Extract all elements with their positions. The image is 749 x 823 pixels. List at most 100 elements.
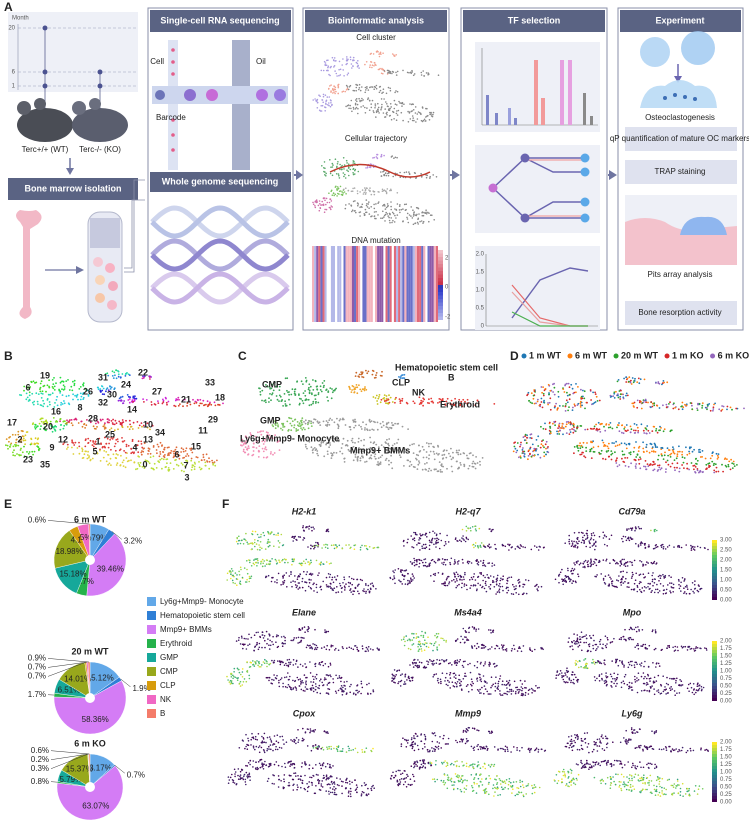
cell-dot xyxy=(319,207,321,209)
cell-dot xyxy=(329,202,331,204)
cell-dot xyxy=(657,469,659,471)
cell-dot xyxy=(570,384,572,386)
cell-dot xyxy=(643,451,645,453)
cell-dot xyxy=(353,545,355,547)
cell-dot xyxy=(246,560,248,562)
cell-dot xyxy=(329,159,331,161)
cell-dot xyxy=(464,583,466,585)
cell-dot xyxy=(343,176,345,178)
cell-dot xyxy=(413,224,415,226)
cell-dot xyxy=(332,166,334,168)
cell-dot xyxy=(702,471,704,473)
cell-dot xyxy=(368,371,370,373)
cell-dot xyxy=(456,452,458,454)
heat-stripe xyxy=(381,246,383,322)
cell-dot xyxy=(646,444,648,446)
cell-dot xyxy=(728,461,730,463)
cell-dot xyxy=(522,447,524,449)
heat-stripe xyxy=(350,246,352,322)
cell-dot xyxy=(360,549,362,551)
cell-dot xyxy=(251,565,253,567)
cell-dot xyxy=(705,464,707,466)
cell-dot xyxy=(323,96,325,98)
cell-dot xyxy=(726,458,728,460)
heat-stripe xyxy=(415,246,417,322)
cell-dot xyxy=(129,424,131,426)
cell-dot xyxy=(321,391,323,393)
cell-dot xyxy=(736,464,738,466)
cell-dot xyxy=(643,466,645,468)
cell-dot xyxy=(657,432,659,434)
cell-dot xyxy=(87,438,89,440)
heat-stripe xyxy=(312,246,314,322)
cell-dot xyxy=(264,448,266,450)
cell-dot xyxy=(451,458,453,460)
cell-dot xyxy=(462,559,464,561)
legend-swatch xyxy=(147,709,156,718)
cell-dot xyxy=(133,462,135,464)
cell-dot xyxy=(568,535,570,537)
cell-dot xyxy=(346,89,348,91)
cell-dot xyxy=(349,576,351,578)
cell-dot xyxy=(40,418,42,420)
cell-dot xyxy=(407,573,409,575)
cell-dot xyxy=(697,546,699,548)
cell-dot xyxy=(268,542,270,544)
cell-dot xyxy=(312,403,314,405)
cell-dot xyxy=(711,461,713,463)
cell-dot xyxy=(451,466,453,468)
cell-dot xyxy=(459,579,461,581)
cell-dot xyxy=(699,451,701,453)
cell-dot xyxy=(415,106,417,108)
cell-dot xyxy=(283,574,285,576)
cell-dot xyxy=(357,108,359,110)
cell-dot xyxy=(409,111,411,113)
cell-dot xyxy=(245,540,247,542)
leader-line xyxy=(48,658,89,662)
cell-dot xyxy=(645,547,647,549)
cell-dot xyxy=(421,72,423,74)
label: TRAP staining xyxy=(655,167,706,176)
cell-dot xyxy=(469,465,471,467)
legend-label: CMP xyxy=(160,667,178,676)
cell-dot xyxy=(423,565,425,567)
cell-dot xyxy=(628,376,630,378)
cell-dot xyxy=(74,395,76,397)
cell-dot xyxy=(333,452,335,454)
label: E xyxy=(4,497,12,511)
cell-dot xyxy=(353,174,355,176)
cell-dot xyxy=(390,206,392,208)
cell-dot xyxy=(669,430,671,432)
cell-dot xyxy=(409,582,411,584)
cell-dot xyxy=(574,568,576,570)
cell-dot xyxy=(381,68,383,70)
cell-dot xyxy=(392,424,394,426)
cell-dot xyxy=(433,580,435,582)
cell-dot xyxy=(20,449,22,451)
cell-dot xyxy=(646,429,648,431)
cell-dot xyxy=(684,404,686,406)
cell-dot xyxy=(715,471,717,473)
cell-dot xyxy=(602,532,604,534)
cell-dot xyxy=(394,423,396,425)
cell-dot xyxy=(664,452,666,454)
cell-dot xyxy=(570,579,572,581)
cell-dot xyxy=(167,447,169,449)
cell-dot xyxy=(248,447,250,449)
shape-circle xyxy=(43,84,48,89)
cell-dot xyxy=(621,432,623,434)
cell-dot xyxy=(152,468,154,470)
colorbar-step xyxy=(438,278,443,282)
dna-strand xyxy=(152,274,288,302)
cell-dot xyxy=(544,389,546,391)
cell-dot xyxy=(275,427,277,429)
cell-dot xyxy=(393,157,395,159)
cell-dot xyxy=(407,460,409,462)
cell-dot xyxy=(567,570,569,572)
cell-dot xyxy=(632,564,634,566)
cell-dot xyxy=(485,584,487,586)
cell-dot xyxy=(578,445,580,447)
cell-dot xyxy=(310,579,312,581)
cell-dot xyxy=(331,388,333,390)
cell-dot xyxy=(17,445,19,447)
